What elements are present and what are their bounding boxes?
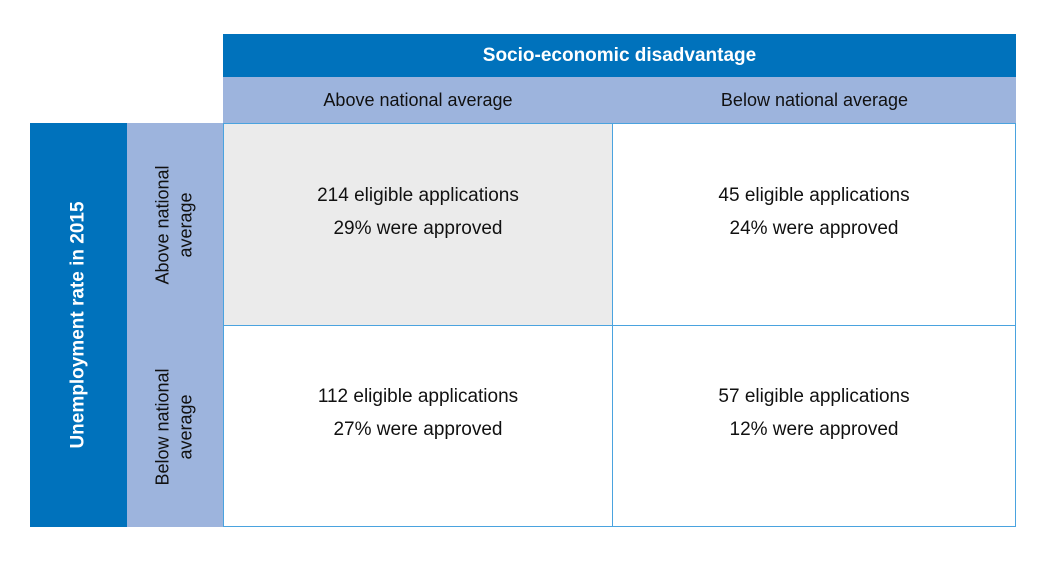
cell-applications: 57 eligible applications — [718, 386, 910, 407]
row-header-below-line2: average — [176, 393, 196, 460]
column-axis-title: Socio-economic disadvantage — [223, 34, 1016, 77]
cell-applications: 45 eligible applications — [718, 184, 910, 206]
cell-approved: 24% were approved — [729, 217, 899, 239]
column-header-above: Above national average — [223, 77, 613, 123]
cell-applications: 112 eligible applications — [317, 386, 519, 407]
column-header-above-label: Above national average — [323, 89, 513, 110]
row-header-above-line1: Above national — [153, 164, 173, 285]
matrix-cell-below-above: 112 eligible applications 27% were appro… — [223, 326, 613, 527]
cell-applications: 214 eligible applications — [317, 184, 519, 206]
row-header-below-label: Below national average — [152, 368, 198, 485]
row-header-above-label: Above national average — [152, 165, 198, 284]
column-axis-title-text: Socio-economic disadvantage — [482, 44, 757, 66]
matrix-cell-below-below: 57 eligible applications 12% were approv… — [613, 326, 1016, 527]
cell-approved: 12% were approved — [729, 419, 899, 440]
row-header-below: Below national average — [127, 326, 223, 527]
cell-approved: 27% were approved — [333, 419, 503, 440]
column-header-below: Below national average — [613, 77, 1016, 123]
matrix-cell-above-below: 45 eligible applications 24% were approv… — [613, 123, 1016, 326]
row-header-above: Above national average — [127, 123, 223, 326]
row-axis-title: Unemployment rate in 2015 — [30, 123, 127, 527]
matrix-cell-above-above: 214 eligible applications 29% were appro… — [223, 123, 613, 326]
row-axis-title-text: Unemployment rate in 2015 — [67, 201, 89, 449]
row-header-below-line1: Below national — [153, 367, 173, 486]
cell-approved: 29% were approved — [333, 217, 503, 239]
column-header-below-label: Below national average — [720, 89, 909, 110]
row-header-above-line2: average — [176, 191, 196, 258]
